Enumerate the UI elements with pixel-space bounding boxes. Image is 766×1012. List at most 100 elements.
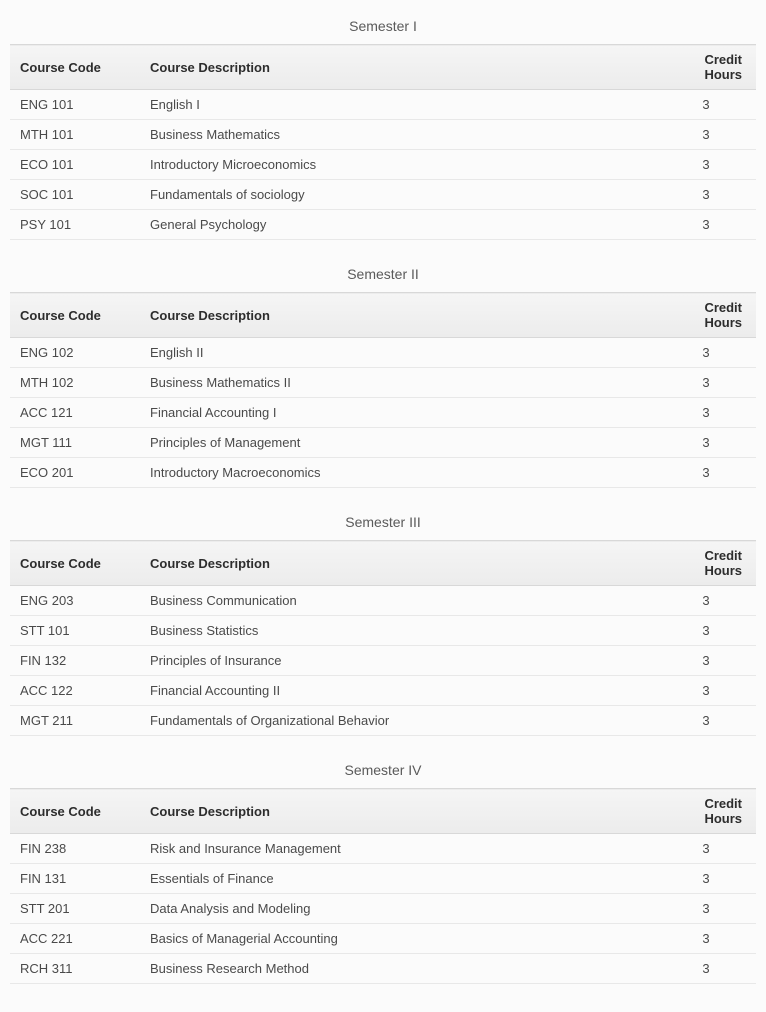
cell-credit-hours: 3 [656,398,756,428]
semester-title: Semester II [10,258,756,292]
cell-course-code: MGT 111 [10,428,140,458]
cell-course-description: Data Analysis and Modeling [140,894,656,924]
table-row: FIN 131Essentials of Finance3 [10,864,756,894]
header-credit-hours: Credit Hours [656,293,756,338]
header-course-description: Course Description [140,541,656,586]
cell-credit-hours: 3 [656,90,756,120]
table-row: ENG 102English II3 [10,338,756,368]
table-row: ACC 121Financial Accounting I3 [10,398,756,428]
cell-credit-hours: 3 [656,894,756,924]
cell-credit-hours: 3 [656,428,756,458]
header-course-code: Course Code [10,293,140,338]
header-credit-hours: Credit Hours [656,789,756,834]
cell-course-description: Principles of Management [140,428,656,458]
cell-course-code: ACC 221 [10,924,140,954]
cell-course-description: English I [140,90,656,120]
cell-course-description: Introductory Microeconomics [140,150,656,180]
cell-course-code: PSY 101 [10,210,140,240]
cell-course-description: General Psychology [140,210,656,240]
semester-title: Semester I [10,10,756,44]
cell-course-description: Introductory Macroeconomics [140,458,656,488]
semester-block: Semester IIICourse CodeCourse Descriptio… [10,506,756,736]
cell-course-description: Fundamentals of Organizational Behavior [140,706,656,736]
table-row: RCH 311Business Research Method3 [10,954,756,984]
cell-credit-hours: 3 [656,150,756,180]
semester-block: Semester ICourse CodeCourse DescriptionC… [10,10,756,240]
cell-course-description: English II [140,338,656,368]
cell-credit-hours: 3 [656,676,756,706]
table-row: MTH 101Business Mathematics3 [10,120,756,150]
table-header-row: Course CodeCourse DescriptionCredit Hour… [10,541,756,586]
cell-credit-hours: 3 [656,586,756,616]
cell-course-code: ENG 101 [10,90,140,120]
table-row: MGT 211Fundamentals of Organizational Be… [10,706,756,736]
cell-course-description: Risk and Insurance Management [140,834,656,864]
cell-credit-hours: 3 [656,954,756,984]
header-credit-hours: Credit Hours [656,541,756,586]
cell-course-code: ENG 102 [10,338,140,368]
table-row: ENG 203Business Communication3 [10,586,756,616]
table-row: FIN 132Principles of Insurance3 [10,646,756,676]
cell-course-description: Business Mathematics II [140,368,656,398]
semester-block: Semester IICourse CodeCourse Description… [10,258,756,488]
table-row: STT 101Business Statistics3 [10,616,756,646]
course-table: Course CodeCourse DescriptionCredit Hour… [10,292,756,488]
course-table: Course CodeCourse DescriptionCredit Hour… [10,540,756,736]
cell-course-code: ENG 203 [10,586,140,616]
header-course-description: Course Description [140,293,656,338]
cell-course-description: Business Communication [140,586,656,616]
cell-credit-hours: 3 [656,864,756,894]
cell-course-code: STT 101 [10,616,140,646]
cell-course-code: MTH 102 [10,368,140,398]
cell-course-description: Basics of Managerial Accounting [140,924,656,954]
table-row: ACC 122Financial Accounting II3 [10,676,756,706]
cell-course-code: STT 201 [10,894,140,924]
cell-course-description: Essentials of Finance [140,864,656,894]
table-row: ECO 201Introductory Macroeconomics3 [10,458,756,488]
table-row: MGT 111Principles of Management3 [10,428,756,458]
header-credit-hours: Credit Hours [656,45,756,90]
cell-credit-hours: 3 [656,120,756,150]
cell-course-code: ACC 122 [10,676,140,706]
cell-course-code: RCH 311 [10,954,140,984]
cell-credit-hours: 3 [656,646,756,676]
cell-credit-hours: 3 [656,834,756,864]
cell-course-code: MTH 101 [10,120,140,150]
cell-credit-hours: 3 [656,210,756,240]
table-row: SOC 101Fundamentals of sociology3 [10,180,756,210]
semester-block: Semester IVCourse CodeCourse Description… [10,754,756,984]
cell-course-description: Business Mathematics [140,120,656,150]
cell-credit-hours: 3 [656,368,756,398]
cell-course-code: FIN 132 [10,646,140,676]
semester-title: Semester IV [10,754,756,788]
table-header-row: Course CodeCourse DescriptionCredit Hour… [10,789,756,834]
cell-course-code: MGT 211 [10,706,140,736]
cell-course-code: SOC 101 [10,180,140,210]
cell-course-description: Financial Accounting I [140,398,656,428]
cell-credit-hours: 3 [656,924,756,954]
course-table: Course CodeCourse DescriptionCredit Hour… [10,788,756,984]
table-row: ACC 221Basics of Managerial Accounting3 [10,924,756,954]
header-course-code: Course Code [10,789,140,834]
table-header-row: Course CodeCourse DescriptionCredit Hour… [10,293,756,338]
cell-course-code: FIN 238 [10,834,140,864]
table-row: ENG 101English I3 [10,90,756,120]
cell-course-description: Principles of Insurance [140,646,656,676]
header-course-description: Course Description [140,45,656,90]
cell-course-description: Business Statistics [140,616,656,646]
cell-course-description: Fundamentals of sociology [140,180,656,210]
course-table: Course CodeCourse DescriptionCredit Hour… [10,44,756,240]
cell-credit-hours: 3 [656,180,756,210]
cell-credit-hours: 3 [656,458,756,488]
cell-course-description: Financial Accounting II [140,676,656,706]
table-row: FIN 238Risk and Insurance Management3 [10,834,756,864]
cell-course-code: ECO 101 [10,150,140,180]
table-row: PSY 101General Psychology3 [10,210,756,240]
cell-course-code: ACC 121 [10,398,140,428]
table-row: MTH 102Business Mathematics II3 [10,368,756,398]
table-row: STT 201Data Analysis and Modeling3 [10,894,756,924]
cell-credit-hours: 3 [656,616,756,646]
cell-course-code: ECO 201 [10,458,140,488]
semester-title: Semester III [10,506,756,540]
cell-credit-hours: 3 [656,338,756,368]
